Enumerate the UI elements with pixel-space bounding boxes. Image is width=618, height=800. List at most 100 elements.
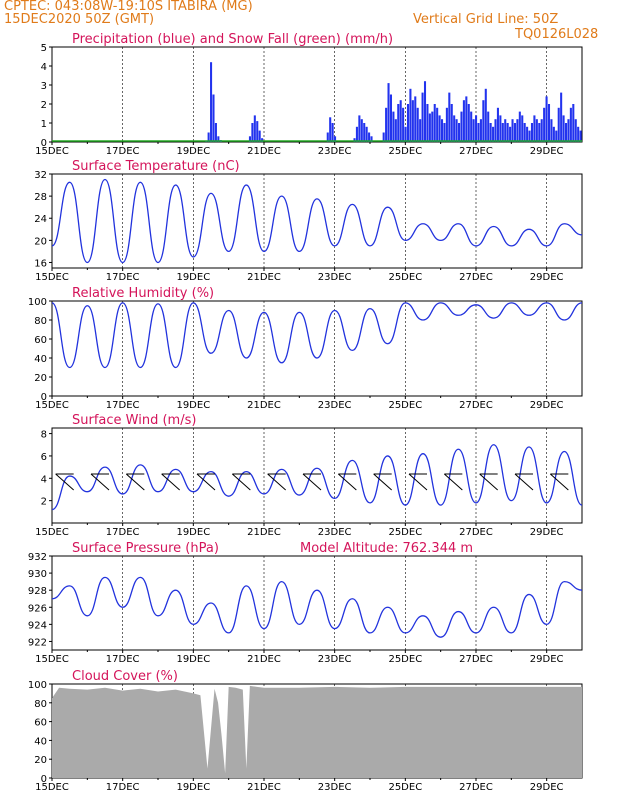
x-tick-label: 23DEC [318,272,352,283]
y-tick-label: 5 [41,43,47,54]
y-tick-label: 100 [28,680,47,691]
precip-bar [496,107,499,142]
y-tick-label: 6 [41,452,47,463]
wind-arrow [55,473,74,491]
precip-bar [258,130,261,142]
x-tick-label: 21DEC [247,400,281,411]
panel-title: Precipitation (blue) and Snow Fall (gree… [72,32,393,47]
x-tick-label: 27DEC [459,400,493,411]
x-tick-label: 27DEC [459,272,493,283]
panel-title: Surface Wind (m/s) [72,413,196,428]
precip-bar [501,123,504,142]
wind-arrow [338,473,357,491]
wind-arrow [196,473,216,491]
precip-bar [355,126,358,142]
precip-bar [470,111,473,142]
y-tick-label: 60 [34,335,47,346]
x-tick-label: 19DEC [176,782,210,793]
x-tick-label: 19DEC [176,527,210,538]
precip-bar [518,111,521,142]
cloud-area [52,685,582,778]
y-tick-label: 8 [41,430,47,441]
precip-bar [331,123,334,142]
precip-bar [431,111,434,142]
precip-bar [538,123,541,142]
precip-bar [569,107,572,142]
precip-bar [465,96,468,142]
x-tick-label: 25DEC [388,527,422,538]
precip-bar [487,111,490,142]
x-tick-label: 23DEC [318,146,352,157]
precip-bar [494,119,497,142]
x-tick-label: 19DEC [176,654,210,665]
y-tick-label: 80 [34,699,47,710]
y-tick-label: 60 [34,718,47,729]
x-tick-label: 19DEC [176,146,210,157]
precip-bar [436,107,439,142]
precip-bar [535,119,538,142]
y-tick-label: 926 [28,603,47,614]
precip-bar [433,104,436,142]
precip-bar [540,119,543,142]
x-tick-label: 29DEC [530,400,564,411]
precip-bar [443,123,446,142]
precip-bar [402,107,405,142]
y-tick-label: 16 [34,258,47,269]
precip-bar [363,123,366,142]
x-tick-label: 23DEC [318,782,352,793]
precip-bar [557,107,560,142]
y-tick-label: 922 [28,637,47,648]
precip-bar [462,100,465,142]
precip-bar [555,130,558,142]
wind-arrow [550,473,569,491]
x-tick-label: 17DEC [106,654,140,665]
x-tick-label: 25DEC [388,400,422,411]
wind-arrow [302,473,322,491]
precip-bar [560,92,563,142]
x-tick-label: 21DEC [247,654,281,665]
precip-bar [572,104,575,142]
precip-bar [385,107,388,142]
y-tick-label: 24 [34,214,47,225]
x-tick-label: 21DEC [247,782,281,793]
precip-bar [577,126,580,142]
precip-bar [579,130,582,142]
precip-bar [499,115,502,142]
precip-bar [389,94,393,142]
precip-bar [256,121,259,142]
panel-annotation: Model Altitude: 762.344 m [300,541,473,556]
precip-bar [477,123,480,142]
precip-bar [404,126,407,142]
precip-bar [261,138,264,142]
wind-arrow [514,473,534,491]
y-tick-label: 40 [34,354,47,365]
wind-arrow [232,473,251,491]
precip-bar [511,119,514,142]
precip-bar [214,123,217,142]
y-tick-label: 100 [28,297,47,308]
precip-bar [479,119,482,142]
precip-bar [455,119,458,142]
y-tick-label: 4 [41,62,47,73]
x-tick-label: 17DEC [106,400,140,411]
y-tick-label: 928 [28,586,47,597]
precip-bar [334,136,337,142]
y-tick-label: 924 [28,620,47,631]
x-tick-label: 15DEC [35,527,69,538]
precip-bar [567,119,570,142]
precip-bar [360,119,363,142]
precip-bar [399,100,402,142]
series-line [51,302,583,369]
x-tick-label: 17DEC [106,146,140,157]
x-tick-label: 21DEC [247,272,281,283]
precip-bar [467,104,470,142]
precip-bar [207,132,210,142]
precip-bar [450,104,453,142]
x-tick-label: 19DEC [176,400,210,411]
precip-bar [370,136,373,142]
x-tick-label: 27DEC [459,527,493,538]
precip-bar [489,123,492,142]
x-tick-label: 29DEC [530,272,564,283]
panel-title: Relative Humidity (%) [72,286,214,301]
precip-bar [445,107,448,142]
